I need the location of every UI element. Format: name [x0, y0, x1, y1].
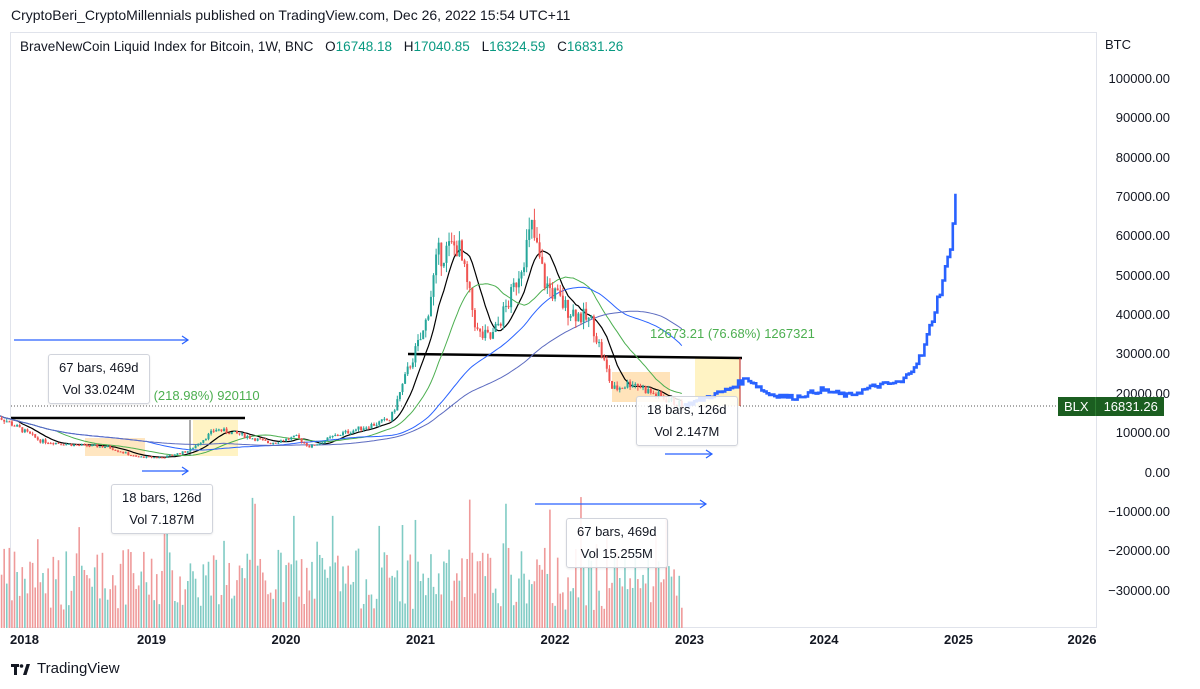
time-tick: 2020 — [271, 632, 301, 647]
legend-high-label: H — [403, 39, 414, 54]
stats-box-3: 18 bars, 126d Vol 2.147M — [636, 396, 738, 446]
footer-brand-text: TradingView — [37, 660, 120, 677]
time-tick: 2025 — [944, 632, 973, 647]
chart-pane[interactable] — [10, 32, 1097, 628]
candle-body — [3, 419, 6, 422]
price-tick: 60000.00 — [1115, 228, 1170, 244]
last-price-value: 16831.26 — [1094, 397, 1164, 416]
price-tick: 30000.00 — [1115, 346, 1170, 362]
price-tick: 100000.00 — [1108, 71, 1170, 86]
time-tick: 2024 — [809, 632, 839, 647]
legend-open-label: O — [325, 39, 336, 54]
price-tick: −20000.00 — [1108, 543, 1170, 559]
axis-currency: BTC — [1105, 37, 1131, 52]
stats-box-2-vol: Vol 7.187M — [129, 512, 195, 527]
price-tick: 0.00 — [1144, 464, 1170, 480]
last-price-tag: BLX 16831.26 — [1058, 397, 1164, 416]
price-tick: −30000.00 — [1108, 582, 1170, 598]
price-tick: −10000.00 — [1108, 503, 1170, 519]
price-tick: 80000.00 — [1115, 149, 1170, 165]
legend-open-value: 16748.18 — [335, 39, 392, 54]
range-label-2: 12673.21 (76.68%) 1267321 — [650, 326, 815, 341]
footer-brand[interactable]: TradingView — [11, 660, 120, 677]
price-tick: 10000.00 — [1115, 425, 1170, 441]
legend-close-value: 16831.26 — [566, 39, 624, 54]
symbol-legend: BraveNewCoin Liquid Index for Bitcoin, 1… — [20, 39, 623, 54]
price-tick: 70000.00 — [1115, 189, 1170, 205]
legend-symbol: BraveNewCoin Liquid Index for Bitcoin, 1… — [20, 39, 314, 54]
legend-high-value: 17040.85 — [413, 39, 470, 54]
tradingview-logo-icon — [11, 663, 30, 675]
candle-body — [5, 421, 8, 423]
time-tick: 2023 — [675, 632, 704, 647]
stats-box-4-bars: 67 bars, 469d — [577, 524, 657, 539]
last-price-symbol: BLX — [1058, 397, 1095, 416]
legend-low-value: 16324.59 — [489, 39, 546, 54]
stats-box-3-vol: Vol 2.147M — [654, 424, 720, 439]
stats-box-2: 18 bars, 126d Vol 7.187M — [111, 484, 213, 534]
stats-box-1-vol: Vol 33.024M — [62, 382, 135, 397]
time-tick: 2026 — [1067, 632, 1097, 647]
stats-box-2-bars: 18 bars, 126d — [122, 490, 202, 505]
stats-box-1-bars: 67 bars, 469d — [59, 360, 139, 375]
volume-bar — [5, 583, 8, 628]
stats-box-3-bars: 18 bars, 126d — [647, 402, 727, 417]
time-tick: 2021 — [406, 632, 435, 647]
legend-close-label: C — [557, 39, 567, 54]
stats-box-4: 67 bars, 469d Vol 15.255M — [566, 518, 668, 568]
legend-low-label: L — [481, 39, 490, 54]
published-line: CryptoBeri_CryptoMillennials published o… — [11, 7, 571, 23]
stats-box-1: 67 bars, 469d Vol 33.024M — [48, 354, 150, 404]
stats-box-4-vol: Vol 15.255M — [580, 546, 653, 561]
price-tick: 40000.00 — [1115, 307, 1170, 323]
volume-bar — [0, 574, 3, 628]
price-tick: 90000.00 — [1115, 110, 1170, 126]
time-tick: 2018 — [10, 632, 39, 647]
candle-body — [0, 417, 3, 420]
price-tick: 50000.00 — [1115, 267, 1170, 283]
volume-bar — [3, 548, 5, 628]
time-tick: 2022 — [540, 632, 570, 647]
time-tick: 2019 — [137, 632, 166, 647]
